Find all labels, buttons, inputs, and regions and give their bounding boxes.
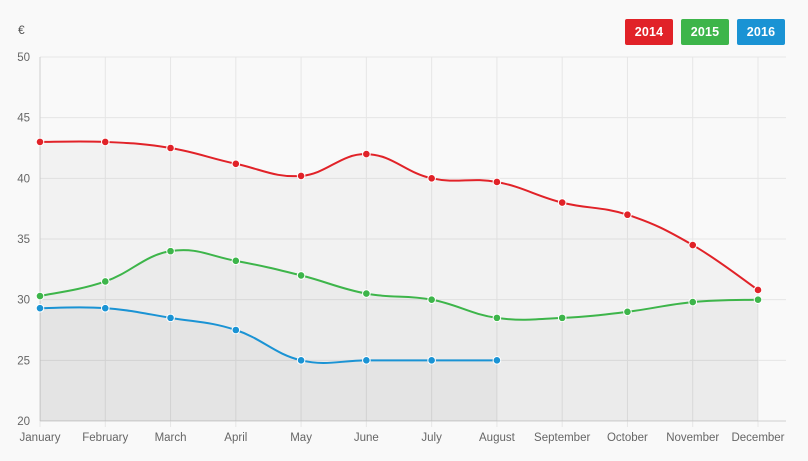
x-tick-label: January: [20, 432, 61, 444]
data-point-2015[interactable]: [492, 313, 502, 323]
legend-item-2014[interactable]: 2014: [625, 19, 673, 45]
x-tick-label: August: [479, 432, 516, 444]
legend: 2014 2015 2016: [625, 19, 785, 45]
y-tick-label: 50: [17, 52, 30, 64]
x-tick-label: March: [155, 432, 187, 444]
x-tick-label: May: [290, 432, 312, 444]
x-tick-label: April: [224, 432, 247, 444]
data-point-2015[interactable]: [231, 256, 241, 266]
data-point-2016[interactable]: [362, 356, 371, 365]
data-point-2014[interactable]: [35, 137, 45, 147]
series-2015: [35, 246, 763, 323]
y-tick-label: 25: [17, 355, 30, 367]
y-axis-label: €: [18, 23, 25, 37]
x-tick-label: October: [607, 432, 648, 444]
series-line-2014: [39, 140, 759, 291]
y-tick-label: 20: [17, 416, 30, 428]
data-point-2014[interactable]: [427, 174, 436, 183]
y-tick-label: 40: [17, 173, 30, 185]
data-point-2015[interactable]: [362, 289, 371, 298]
data-point-2014[interactable]: [492, 177, 502, 187]
x-tick-label: July: [421, 432, 442, 444]
data-point-2014[interactable]: [623, 210, 632, 220]
areas: [40, 141, 758, 421]
data-point-2014[interactable]: [296, 171, 306, 181]
data-point-2015[interactable]: [557, 313, 567, 323]
series-2014: [35, 137, 763, 295]
data-point-2015[interactable]: [753, 295, 763, 304]
data-point-2015[interactable]: [427, 295, 436, 304]
data-point-2016[interactable]: [427, 356, 436, 365]
data-point-2014[interactable]: [753, 285, 763, 295]
y-tick-label: 30: [17, 295, 30, 307]
data-point-2016[interactable]: [296, 356, 306, 365]
data-point-2014[interactable]: [166, 143, 175, 153]
data-point-2016[interactable]: [231, 325, 241, 335]
data-point-2015[interactable]: [100, 277, 110, 286]
data-point-2014[interactable]: [688, 240, 698, 250]
data-point-2016[interactable]: [492, 356, 502, 365]
series-line-2015: [39, 249, 759, 321]
legend-item-2016[interactable]: 2016: [737, 19, 785, 45]
data-point-2016[interactable]: [166, 313, 175, 323]
y-tick-label: 45: [17, 113, 30, 125]
data-point-2016[interactable]: [35, 303, 45, 313]
y-tick-label: 35: [17, 234, 30, 246]
data-point-2015[interactable]: [296, 271, 306, 280]
series-line-2016: [39, 306, 497, 365]
x-tick-label: November: [666, 432, 719, 444]
data-point-2014[interactable]: [557, 198, 567, 207]
data-point-2015[interactable]: [688, 297, 698, 307]
data-point-2014[interactable]: [362, 149, 371, 159]
legend-item-2015[interactable]: 2015: [681, 19, 729, 45]
x-tick-label: December: [731, 432, 784, 444]
x-tick-label: September: [534, 432, 590, 444]
x-tick-label: February: [82, 432, 128, 444]
series-2016: [35, 303, 502, 365]
data-point-2014[interactable]: [100, 137, 110, 147]
data-point-2015[interactable]: [35, 291, 45, 301]
data-point-2015[interactable]: [623, 307, 632, 317]
data-point-2014[interactable]: [231, 159, 241, 169]
x-tick-label: June: [354, 432, 379, 444]
data-point-2015[interactable]: [166, 246, 175, 256]
data-point-2016[interactable]: [100, 303, 110, 313]
